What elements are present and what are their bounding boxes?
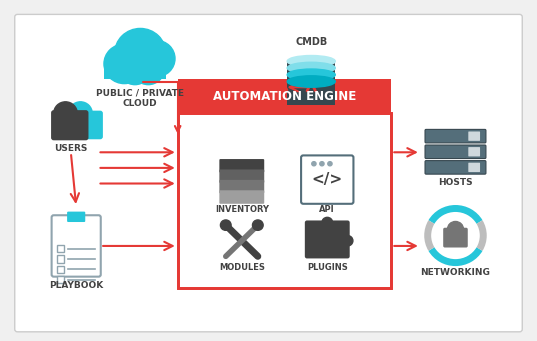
FancyBboxPatch shape xyxy=(301,155,353,204)
Circle shape xyxy=(320,162,324,166)
FancyBboxPatch shape xyxy=(178,113,391,287)
Text: API: API xyxy=(320,205,335,214)
Circle shape xyxy=(104,44,144,84)
Text: </>: </> xyxy=(311,172,343,187)
Text: PLAYBOOK: PLAYBOOK xyxy=(49,281,103,290)
Circle shape xyxy=(114,28,166,78)
Text: CMDB: CMDB xyxy=(295,37,328,47)
FancyBboxPatch shape xyxy=(51,110,89,140)
Circle shape xyxy=(342,236,353,246)
Circle shape xyxy=(328,162,332,166)
FancyBboxPatch shape xyxy=(468,132,480,141)
FancyBboxPatch shape xyxy=(57,276,64,283)
FancyBboxPatch shape xyxy=(425,145,486,159)
Ellipse shape xyxy=(287,62,335,74)
FancyBboxPatch shape xyxy=(219,169,264,183)
Circle shape xyxy=(137,41,175,77)
Circle shape xyxy=(220,220,231,230)
FancyBboxPatch shape xyxy=(104,61,166,79)
FancyBboxPatch shape xyxy=(305,220,350,258)
FancyBboxPatch shape xyxy=(219,159,264,173)
Text: INVENTORY: INVENTORY xyxy=(215,205,269,214)
Circle shape xyxy=(132,54,164,85)
FancyBboxPatch shape xyxy=(443,228,468,248)
Circle shape xyxy=(54,102,77,125)
Text: HOSTS: HOSTS xyxy=(438,178,473,187)
FancyBboxPatch shape xyxy=(178,79,391,113)
FancyBboxPatch shape xyxy=(68,111,103,139)
Text: PLUGINS: PLUGINS xyxy=(307,263,347,271)
FancyBboxPatch shape xyxy=(67,212,85,222)
FancyBboxPatch shape xyxy=(57,255,64,263)
FancyBboxPatch shape xyxy=(468,147,480,157)
FancyBboxPatch shape xyxy=(219,190,264,204)
Circle shape xyxy=(252,220,263,230)
FancyBboxPatch shape xyxy=(425,129,486,143)
Circle shape xyxy=(312,162,316,166)
Circle shape xyxy=(447,222,463,237)
Text: AUTOMATION ENGINE: AUTOMATION ENGINE xyxy=(213,90,356,103)
FancyBboxPatch shape xyxy=(297,233,304,249)
FancyBboxPatch shape xyxy=(219,180,264,193)
FancyBboxPatch shape xyxy=(14,14,523,332)
FancyBboxPatch shape xyxy=(57,266,64,273)
Text: PUBLIC / PRIVATE
CLOUD: PUBLIC / PRIVATE CLOUD xyxy=(96,89,184,108)
Text: NETWORKING: NETWORKING xyxy=(420,268,490,277)
Text: USERS: USERS xyxy=(54,145,88,153)
FancyBboxPatch shape xyxy=(425,161,486,174)
Circle shape xyxy=(119,54,151,85)
Circle shape xyxy=(69,102,92,125)
Text: MODULES: MODULES xyxy=(219,263,265,271)
FancyBboxPatch shape xyxy=(287,61,335,105)
Circle shape xyxy=(322,217,332,228)
Ellipse shape xyxy=(287,56,335,67)
FancyBboxPatch shape xyxy=(52,215,101,277)
FancyBboxPatch shape xyxy=(468,163,480,172)
FancyBboxPatch shape xyxy=(57,245,64,252)
Ellipse shape xyxy=(287,69,335,80)
Ellipse shape xyxy=(287,76,335,87)
